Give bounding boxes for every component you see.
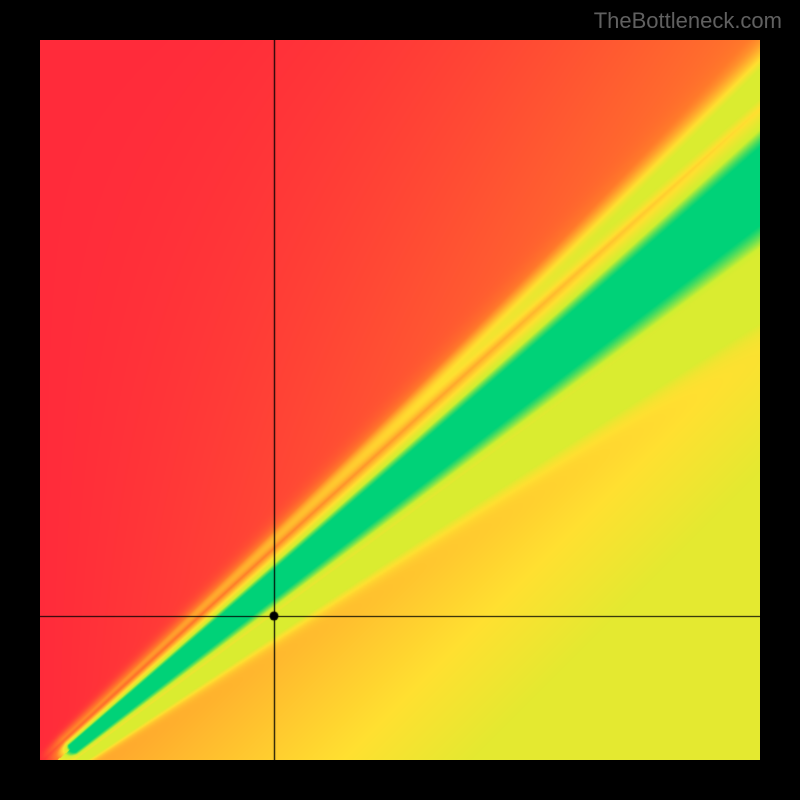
plot-area xyxy=(40,40,760,760)
watermark-text: TheBottleneck.com xyxy=(594,8,782,34)
heatmap-canvas xyxy=(40,40,760,760)
chart-container: TheBottleneck.com xyxy=(0,0,800,800)
